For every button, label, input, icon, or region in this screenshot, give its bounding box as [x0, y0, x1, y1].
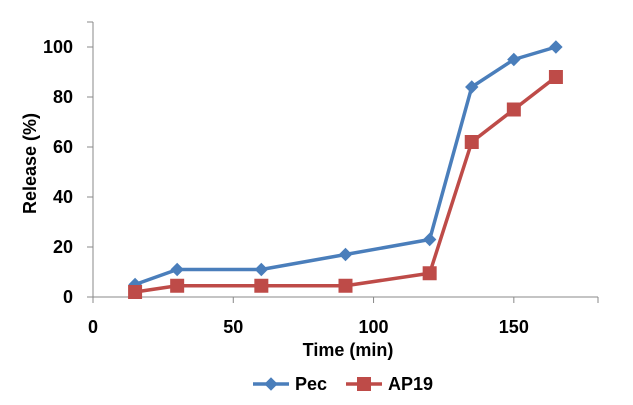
x-tick-label: 100: [359, 317, 389, 337]
legend-swatch-marker: [357, 377, 371, 391]
x-tick-label: 50: [223, 317, 243, 337]
y-axis-title: Release (%): [20, 113, 40, 214]
data-point: [422, 266, 437, 281]
x-ticks: 0 50 100 150: [88, 297, 599, 337]
data-point: [170, 278, 185, 293]
data-point: [128, 285, 143, 299]
series-line: [134, 75, 557, 294]
legend-swatch-marker: [264, 377, 278, 391]
y-tick-label: 40: [53, 187, 73, 207]
y-ticks: 0 20 40 60 80 100: [43, 21, 93, 307]
legend-label: AP19: [388, 374, 433, 394]
data-point: [506, 102, 521, 117]
x-tick-label: 0: [88, 317, 98, 337]
series-ap19: [128, 70, 563, 299]
x-axis-title: Time (min): [303, 340, 394, 360]
data-point: [338, 247, 353, 262]
legend-item-pec: Pec: [253, 374, 327, 394]
data-point: [549, 40, 563, 54]
y-tick-label: 0: [63, 287, 73, 307]
data-point: [254, 278, 269, 293]
legend-label: Pec: [295, 374, 327, 394]
x-tick-label: 150: [499, 317, 529, 337]
data-point: [422, 232, 437, 247]
data-point: [338, 278, 353, 293]
series-layer: [128, 40, 563, 299]
data-point: [507, 52, 521, 67]
legend-item-ap19: AP19: [346, 374, 433, 394]
series-line: [134, 45, 557, 287]
y-tick-label: 100: [43, 37, 73, 57]
data-point: [464, 135, 479, 149]
y-tick-label: 80: [53, 87, 73, 107]
data-point: [170, 262, 184, 277]
y-tick-label: 20: [53, 237, 73, 257]
legend: Pec AP19: [253, 374, 433, 394]
y-tick-label: 60: [53, 137, 73, 157]
data-point: [254, 262, 269, 277]
series-pec: [128, 40, 563, 292]
data-point: [548, 70, 563, 84]
data-point: [465, 80, 479, 94]
